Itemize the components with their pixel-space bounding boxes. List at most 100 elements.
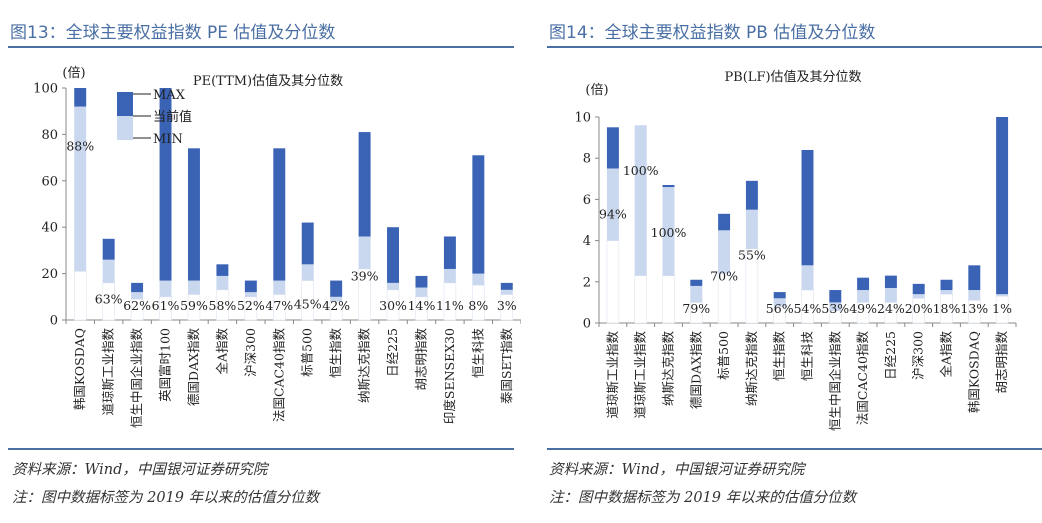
pe-bar-current	[472, 273, 485, 286]
pe-bar-max	[301, 222, 314, 265]
pb-bar-max	[745, 180, 758, 210]
pe-y-tick-label: 60	[41, 174, 58, 189]
pe-bar-current	[187, 280, 200, 295]
pe-x-tick-label: 沪深300	[243, 328, 258, 377]
pe-data-label: 39%	[351, 268, 379, 283]
pe-legend-label-current: 当前值	[153, 109, 192, 125]
pe-data-label: 3%	[497, 298, 517, 313]
pb-x-tick-label: 标普500	[716, 331, 731, 380]
pe-chart-title: PE(TTM)估值及其分位数	[193, 73, 343, 89]
pe-bar-max	[74, 88, 87, 107]
pb-bar-current	[718, 230, 731, 274]
pe-data-label: 88%	[66, 139, 94, 154]
pb-x-tick-label: 道琼斯工业指数	[633, 331, 648, 419]
pe-y-tick-label: 20	[41, 267, 58, 282]
pe-bar-max	[216, 264, 229, 276]
pb-title-rule	[547, 46, 1042, 48]
pe-source: 资料来源：Wind，中国银河证券研究院	[12, 462, 268, 478]
pe-bar-max	[131, 282, 144, 293]
pb-bar-min	[829, 310, 842, 324]
pb-y-tick-label: 2	[583, 275, 591, 290]
pb-x-tick-label: 恒生科技	[800, 331, 815, 382]
pb-x-tick-label: 法国CAC40指数	[855, 331, 870, 426]
pe-x-tick-label: 德国DAX指数	[186, 328, 201, 406]
pe-x-tick-label: 恒生科技	[470, 328, 485, 379]
pb-data-label: 49%	[849, 301, 877, 316]
pb-bar-min	[606, 240, 620, 324]
pe-bar-max	[102, 238, 115, 260]
pe-data-label: 47%	[265, 298, 293, 313]
pe-data-label: 52%	[237, 298, 265, 313]
pb-data-label: 56%	[766, 301, 794, 316]
pb-x-tick-label: 恒生指数	[772, 331, 787, 382]
pe-data-label: 58%	[209, 298, 237, 313]
pb-bar-min	[662, 275, 675, 324]
pe-data-label: 8%	[468, 298, 488, 313]
pe-bar-max	[472, 155, 485, 274]
pe-x-tick-label: 印度SENSEX30	[442, 328, 457, 424]
pe-data-label: 62%	[123, 298, 151, 313]
pe-data-label: 30%	[379, 298, 407, 313]
pb-x-tick-label: 德国DAX指数	[688, 331, 703, 409]
pb-bar-max	[884, 275, 897, 288]
pe-data-label: 14%	[408, 298, 436, 313]
pb-bar-current	[829, 302, 842, 311]
pe-x-tick-label: 恒生中国企业指数	[129, 328, 144, 429]
pe-bar-current	[216, 275, 229, 290]
pb-panel: 图14：全球主要权益指数 PB 估值及分位数 PB(LF)估值及其分位数 (倍) 0…	[521, 0, 1042, 523]
pb-data-label: 100%	[651, 225, 687, 240]
pe-data-label: 11%	[436, 298, 464, 313]
pe-bar-current	[500, 289, 513, 295]
pe-bar-max	[273, 148, 286, 281]
pe-bar-current	[387, 282, 400, 290]
pb-data-label: 94%	[599, 207, 627, 222]
pb-bar-max	[857, 277, 870, 291]
pe-data-label: 45%	[294, 296, 322, 311]
pb-bar-current	[773, 298, 786, 307]
pe-y-tick-label: 80	[41, 128, 58, 143]
pb-chart-title: PB(LF)估值及其分位数	[724, 69, 861, 85]
pe-x-tick-label: 法国CAC40指数	[271, 328, 286, 423]
pb-data-label: 24%	[877, 301, 905, 316]
pe-bar-current	[301, 264, 314, 281]
pe-bar-current	[330, 296, 343, 302]
pe-bar-min	[102, 282, 115, 321]
pe-x-tick-label: 纳斯达克指数	[357, 328, 372, 404]
pe-bar-current	[102, 259, 115, 283]
pe-bar-max	[358, 132, 371, 237]
pe-legend-label-max: MAX	[153, 88, 186, 103]
pe-bar-current	[415, 287, 428, 297]
pe-x-tick-label: 英国富时100	[158, 328, 173, 402]
pe-bar-min	[358, 268, 371, 321]
pb-bar-current	[857, 290, 870, 303]
pb-bar-max	[718, 213, 731, 231]
pb-y-tick-label: 6	[583, 193, 591, 208]
pb-x-tick-label: 纳斯达克指数	[744, 331, 759, 407]
pe-bar-current	[159, 280, 172, 297]
pb-bar-max	[996, 117, 1009, 295]
pb-data-label: 100%	[623, 163, 659, 178]
pb-bar-current	[606, 168, 619, 241]
pb-bar-current	[968, 290, 981, 301]
pe-data-label: 59%	[180, 298, 208, 313]
pb-bar-max	[773, 292, 786, 299]
pe-note: 注：图中数据标签为 2019 年以来的估值分位数	[12, 490, 320, 506]
pe-bar-current	[273, 280, 286, 295]
pe-x-tick-label: 泰国SET指数	[499, 328, 514, 405]
pb-data-label: 54%	[794, 301, 822, 316]
pe-footer-rule	[8, 448, 514, 450]
pb-x-tick-label: 日经225	[883, 331, 898, 380]
pe-data-label: 42%	[322, 298, 350, 313]
pb-bar-max	[940, 279, 953, 291]
pe-y-tick-label: 40	[41, 221, 58, 236]
pe-x-tick-label: 胡志明指数	[413, 328, 428, 391]
pe-bar-max	[443, 236, 456, 269]
pe-bar-current	[443, 268, 456, 283]
pb-bar-current	[745, 209, 758, 249]
pb-bar-current	[662, 187, 675, 276]
pb-data-label: 53%	[821, 301, 849, 316]
pb-bar-min	[634, 275, 647, 324]
pb-x-tick-label: 胡志明指数	[994, 331, 1009, 394]
pb-data-label: 1%	[992, 301, 1012, 316]
pb-y-unit: (倍)	[585, 83, 608, 98]
